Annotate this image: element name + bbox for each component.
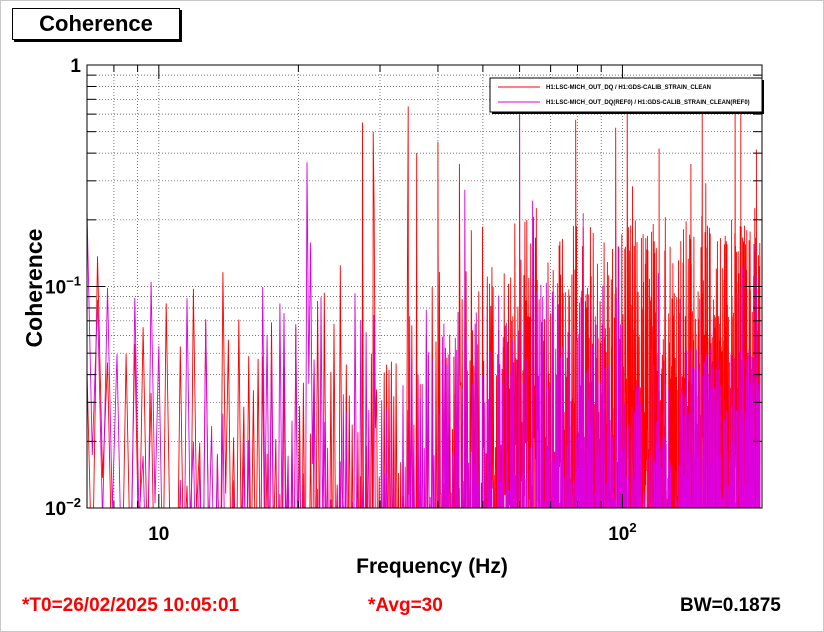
page-title: Coherence — [12, 8, 180, 40]
legend: H1:LSC-MICH_OUT_DQ / H1:GDS-CALIB_STRAIN… — [489, 77, 764, 114]
y-axis-label: Coherence — [21, 229, 47, 348]
x-axis-label: Frequency (Hz) — [356, 555, 508, 578]
legend-label: H1:LSC-MICH_OUT_DQ / H1:GDS-CALIB_STRAIN… — [546, 85, 711, 91]
legend-box — [489, 77, 763, 113]
tick-label: 10−1 — [45, 274, 81, 299]
tick-label: 10 — [148, 524, 169, 545]
series-layer — [87, 97, 761, 508]
bandwidth-status: BW=0.1875 — [680, 595, 781, 616]
avg-status: *Avg=30 — [368, 595, 443, 616]
tick-labels: 10 102 1 10−1 10−2 — [45, 56, 637, 545]
series-line-1 — [87, 97, 761, 508]
t0-status: *T0=26/02/2025 10:05:01 — [22, 595, 240, 616]
tick-label: 1 — [70, 56, 81, 77]
tick-label: 10−2 — [45, 495, 81, 520]
series-line-2 — [87, 99, 761, 508]
tick-label: 102 — [608, 520, 636, 545]
axis-ticks — [86, 64, 763, 509]
legend-label: H1:LSC-MICH_OUT_DQ(REF0) / H1:GDS-CALIB_… — [546, 100, 750, 106]
